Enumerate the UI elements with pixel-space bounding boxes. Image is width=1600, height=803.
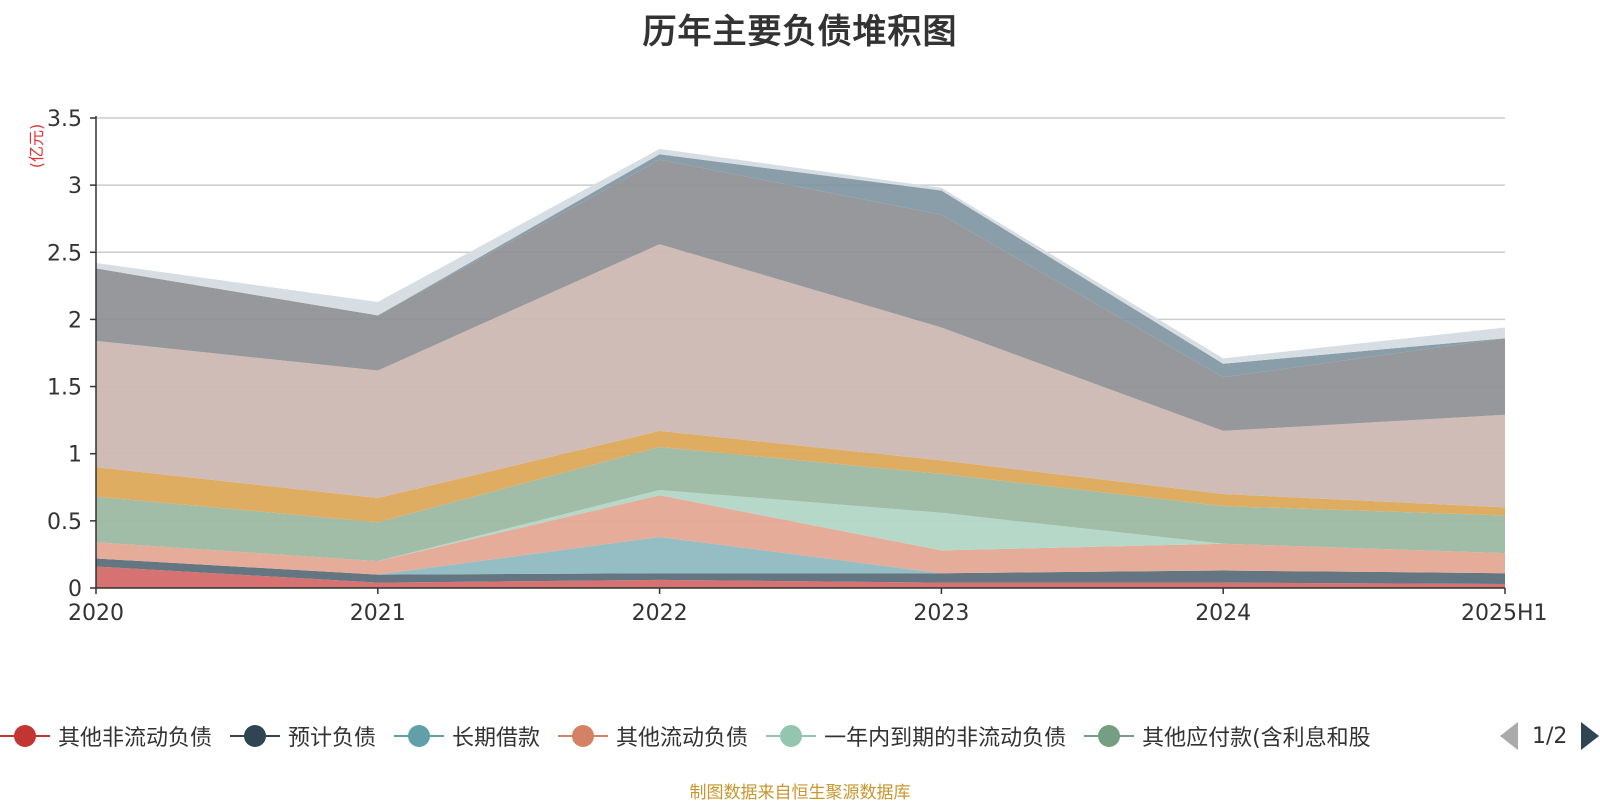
- legend-item-other-noncurrent[interactable]: 其他非流动负债: [0, 720, 212, 752]
- area-series-4: [96, 490, 1505, 562]
- legend-marker-icon: [230, 723, 281, 749]
- area-series-2: [96, 537, 1505, 575]
- x-tick-label: 2025H1: [1461, 601, 1548, 626]
- legend-dot: [14, 725, 36, 747]
- chart-title: 历年主要负债堆积图: [642, 12, 958, 52]
- legend-page-indicator: 1/2: [1532, 723, 1568, 749]
- area-series-0: [96, 566, 1505, 588]
- legend-label: 其他应付款(含利息和股: [1142, 726, 1371, 751]
- y-tick-label: 2.5: [47, 241, 82, 266]
- legend-marker-icon: [1084, 723, 1135, 749]
- area-series-layer: [96, 148, 1505, 588]
- legend-marker-icon: [766, 723, 817, 749]
- prev-page-arrow-icon[interactable]: [1500, 722, 1518, 750]
- x-tick-label: 2020: [68, 601, 124, 626]
- legend-dot: [1098, 725, 1121, 747]
- y-tick-label: 0: [68, 577, 82, 602]
- x-tick-label: 2021: [350, 601, 406, 626]
- y-tick-label: 0.5: [47, 510, 82, 535]
- area-series-1: [96, 558, 1505, 584]
- area-series-3: [96, 495, 1505, 575]
- next-page-arrow-icon[interactable]: [1581, 722, 1600, 750]
- y-axis-unit-label: (亿元): [27, 124, 46, 169]
- y-tick-label: 3.5: [47, 107, 82, 132]
- y-tick-label: 3: [68, 174, 82, 199]
- legend-item-other-current[interactable]: 其他流动负债: [558, 720, 748, 752]
- legend-label: 一年内到期的非流动负债: [824, 726, 1067, 751]
- y-tick-label: 1: [68, 443, 82, 468]
- axes: 0 0.5 1 1.5 2 2.5 3 3.5 2020 2021 2022 2023 2024 2025…: [47, 107, 1548, 626]
- y-tick-label: 1.5: [47, 376, 82, 401]
- legend-label: 其他非流动负债: [58, 726, 213, 751]
- legend-label: 其他流动负债: [616, 726, 749, 751]
- area-series-9: [96, 154, 1505, 378]
- area-series-5: [96, 447, 1505, 562]
- legend-dot: [408, 725, 431, 747]
- legend-label: 预计负债: [288, 726, 377, 751]
- area-series-7: [96, 244, 1505, 508]
- x-tick-label: 2022: [632, 601, 688, 626]
- legend-marker-icon: [558, 723, 609, 749]
- y-tick-label: 2: [68, 308, 82, 333]
- legend-item-long-term-loans[interactable]: 长期借款: [394, 720, 540, 752]
- legend-item-noncurrent-due-1yr[interactable]: 一年内到期的非流动负债: [766, 720, 1066, 752]
- legend-dot: [780, 725, 803, 747]
- stacked-area-chart: 0 0.5 1 1.5 2 2.5 3 3.5 2020 2021 2022 2023 2024 2025…: [27, 107, 1548, 626]
- legend-dot: [244, 725, 267, 747]
- area-series-8: [96, 159, 1505, 431]
- source-note: 制图数据来自恒生聚源数据库: [689, 783, 911, 803]
- area-series-6: [96, 430, 1505, 523]
- legend: 其他非流动负债 预计负债 长期借款 其他流动负债 一年内到期的非流动负债 其他应…: [0, 718, 1389, 754]
- legend-marker-icon: [0, 723, 50, 749]
- legend-label: 长期借款: [452, 726, 541, 751]
- x-tick-label: 2024: [1195, 601, 1251, 626]
- legend-dot: [572, 725, 595, 747]
- x-tick-label: 2023: [913, 601, 969, 626]
- legend-item-other-payables[interactable]: 其他应付款(含利息和股: [1084, 720, 1371, 752]
- legend-pager: 1/2: [1500, 718, 1600, 754]
- legend-marker-icon: [394, 723, 445, 749]
- legend-item-provisions[interactable]: 预计负债: [230, 720, 376, 752]
